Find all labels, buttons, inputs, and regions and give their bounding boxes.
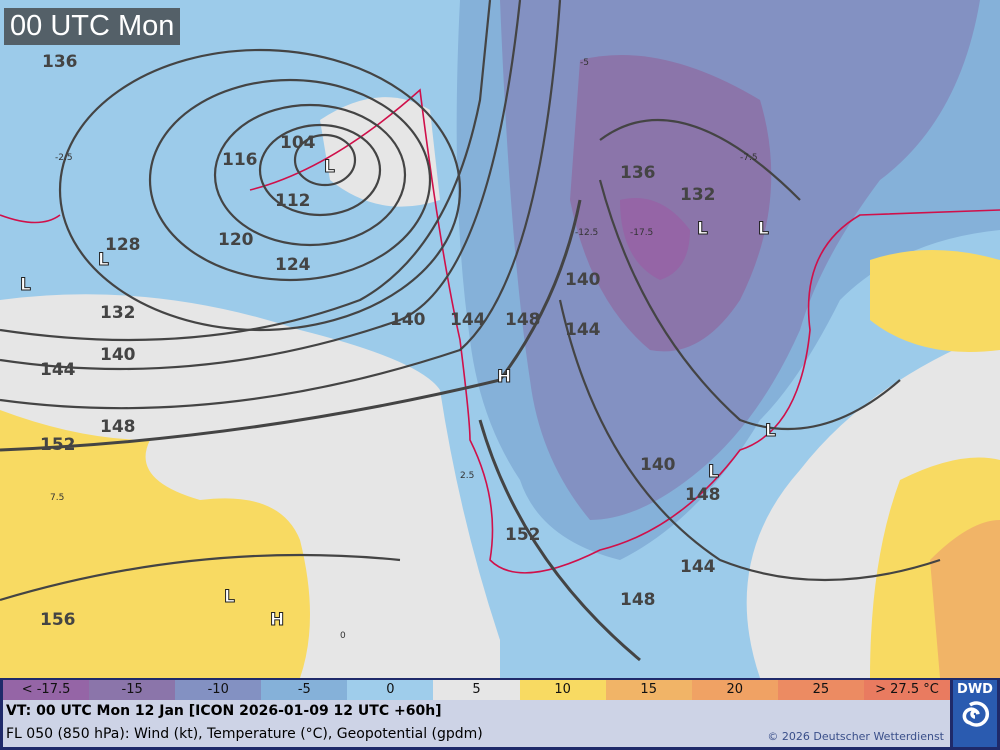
low-pressure-center: L <box>708 462 719 482</box>
contour-label: 136 <box>620 163 656 183</box>
temperature-legend: < -17.5 -15 -10 -5 0 5 10 15 20 25 > 27.5 °C <box>3 680 951 700</box>
copyright: © 2026 Deutscher Wetterdienst <box>767 730 944 743</box>
contour-label: 112 <box>275 191 311 211</box>
low-pressure-center: L <box>758 219 769 239</box>
logo-text: DWD <box>957 682 993 697</box>
temperature-label: -2.5 <box>55 153 73 163</box>
temp-area-minus17 <box>620 198 690 280</box>
contour-label: 140 <box>640 455 676 475</box>
legend-item: < -17.5 <box>3 680 90 700</box>
temperature-label: -17.5 <box>630 228 653 238</box>
map-labels: 136 104 112 116 120 124 128 132 140 144 … <box>20 52 777 641</box>
temperature-label: 2.5 <box>460 471 474 481</box>
legend-item: 15 <box>605 680 692 700</box>
contour-label: 116 <box>222 150 258 170</box>
legend-item: -10 <box>175 680 262 700</box>
footer: VT: 00 UTC Mon 12 Jan [ICON 2026-01-09 1… <box>3 700 950 747</box>
legend-item: 5 <box>433 680 520 700</box>
low-pressure-center: L <box>20 275 31 295</box>
contour-label: 140 <box>565 270 601 290</box>
temperature-label: -12.5 <box>575 228 598 238</box>
dwd-logo: DWD <box>953 680 997 747</box>
contour-label: 132 <box>680 185 716 205</box>
temperature-label: 0 <box>340 631 346 641</box>
legend-item: 0 <box>347 680 434 700</box>
temperature-label: -5 <box>580 58 589 68</box>
contour-label: 148 <box>505 310 541 330</box>
temp-area-15-se <box>930 520 1000 678</box>
contour-label: 148 <box>100 417 136 437</box>
contour-label: 140 <box>390 310 426 330</box>
valid-time: VT: 00 UTC Mon 12 Jan [ICON 2026-01-09 1… <box>6 703 442 719</box>
temp-area-10-e <box>870 250 1000 352</box>
contour-label: 144 <box>450 310 486 330</box>
legend-item: > 27.5 °C <box>863 680 951 700</box>
map-description: FL 050 (850 hPa): Wind (kt), Temperature… <box>6 726 483 742</box>
low-pressure-center: L <box>224 587 235 607</box>
contour-label: 144 <box>565 320 601 340</box>
map-canvas <box>0 0 1000 678</box>
weather-map: 00 UTC Mon 136 104 112 116 120 124 128 1… <box>0 0 1000 678</box>
low-pressure-center: L <box>98 250 109 270</box>
swirl-icon <box>962 701 990 727</box>
temp-area-5-north <box>320 97 440 207</box>
contour-label: 140 <box>100 345 136 365</box>
temperature-label: 7.5 <box>50 493 64 503</box>
legend-item: -15 <box>89 680 176 700</box>
low-pressure-center: L <box>697 219 708 239</box>
zero-isotherm <box>0 88 1000 574</box>
contour-label: 156 <box>40 610 76 630</box>
temperature-label: -7.5 <box>740 153 758 163</box>
contour-label: 148 <box>620 590 656 610</box>
contour-label: 152 <box>40 435 76 455</box>
legend-item: -5 <box>261 680 348 700</box>
legend-item: 10 <box>519 680 606 700</box>
legend-item: 20 <box>691 680 778 700</box>
contour-label: 132 <box>100 303 136 323</box>
high-pressure-center: H <box>497 367 511 387</box>
contour-label: 144 <box>680 557 716 577</box>
legend-item: 25 <box>777 680 864 700</box>
low-pressure-center: L <box>765 421 776 441</box>
high-pressure-center: H <box>270 610 284 630</box>
temp-area-10-sw <box>0 410 310 678</box>
contour-label: 104 <box>280 133 316 153</box>
geopotential-contours <box>0 0 941 662</box>
contour-label: 136 <box>42 52 78 72</box>
low-pressure-center: L <box>324 157 335 177</box>
contour-label: 152 <box>505 525 541 545</box>
contour-label: 148 <box>685 485 721 505</box>
contour-label: 144 <box>40 360 76 380</box>
time-title: 00 UTC Mon <box>4 8 181 45</box>
contour-label: 128 <box>105 235 141 255</box>
contour-label: 120 <box>218 230 254 250</box>
contour-label: 124 <box>275 255 311 275</box>
